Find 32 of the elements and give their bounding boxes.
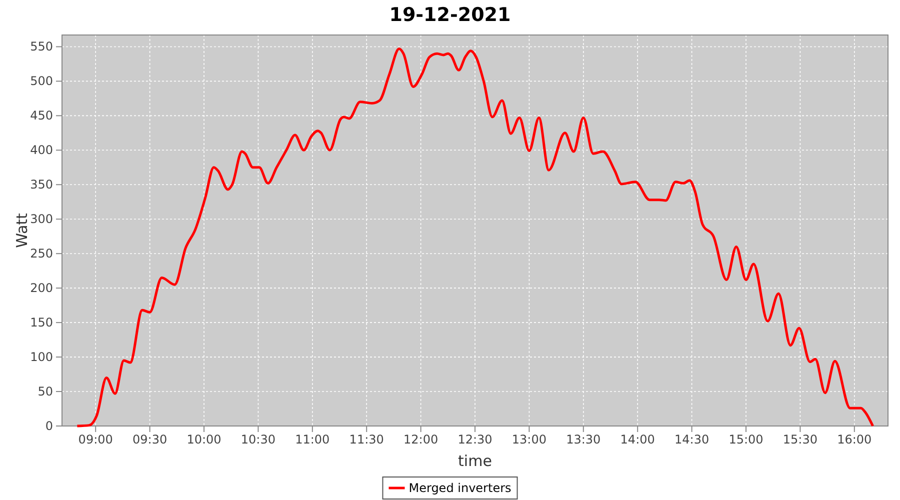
x-tick-label: 11:00	[295, 432, 330, 447]
x-tick-label: 15:30	[782, 432, 818, 447]
x-tick-label: 09:30	[132, 432, 168, 447]
y-tick-label: 100	[30, 350, 53, 364]
line-series	[76, 48, 874, 428]
x-tick-label: 14:30	[674, 432, 710, 447]
y-tick-label: 550	[30, 40, 53, 54]
y-tick-label: 0	[45, 418, 53, 433]
y-tick-label: 50	[38, 384, 53, 398]
x-tick-label: 12:00	[404, 432, 438, 447]
y-tick-label: 300	[30, 212, 53, 226]
chart-title: 19-12-2021	[389, 4, 511, 26]
x-tick-label: 16:00	[837, 432, 872, 447]
y-tick-label: 250	[30, 246, 53, 260]
y-tick-label: 400	[30, 143, 53, 157]
x-tick-label: 13:00	[512, 432, 546, 447]
x-tick-label: 14:00	[620, 432, 655, 447]
y-axis-title: Watt	[13, 212, 31, 248]
x-tick-label: 10:00	[186, 432, 222, 447]
x-tick-label: 15:00	[728, 432, 764, 447]
x-tick-label: 12:30	[458, 432, 492, 447]
legend-label: Merged inverters	[408, 481, 512, 495]
x-tick-label: 09:00	[78, 432, 113, 447]
y-tick-label: 150	[30, 315, 53, 330]
y-tick-label: 200	[30, 280, 53, 295]
y-tick-label: 450	[30, 108, 53, 123]
y-tick-label: 350	[30, 177, 53, 192]
y-tick-label: 500	[30, 74, 53, 88]
x-axis-title: time	[458, 452, 492, 470]
x-tick-label: 13:30	[566, 432, 601, 447]
x-tick-label: 11:30	[349, 432, 384, 447]
x-tick-label: 10:30	[240, 432, 276, 447]
